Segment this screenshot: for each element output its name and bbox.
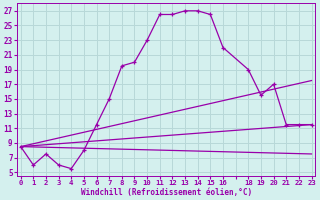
X-axis label: Windchill (Refroidissement éolien,°C): Windchill (Refroidissement éolien,°C) <box>81 188 252 197</box>
